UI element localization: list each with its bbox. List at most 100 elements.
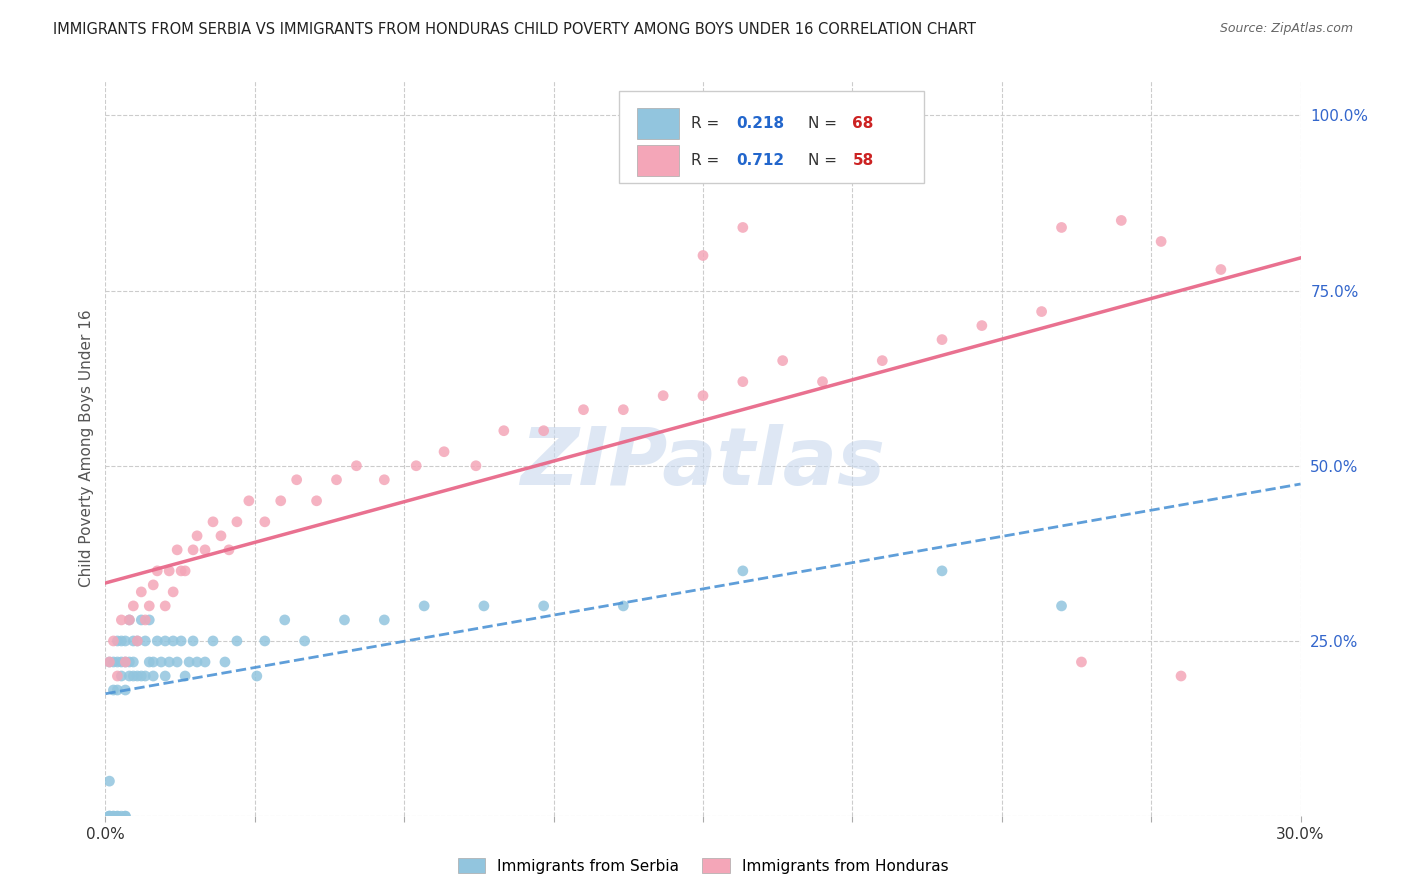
Point: [209, 529, 232, 543]
Point: [1031, 304, 1053, 318]
Point: [157, 655, 180, 669]
Point: [225, 634, 249, 648]
Point: [186, 655, 208, 669]
Point: [373, 473, 395, 487]
Point: [127, 634, 149, 648]
Text: R =: R =: [692, 116, 724, 131]
Point: [142, 669, 165, 683]
Point: [98, 809, 121, 823]
Point: [186, 529, 208, 543]
Point: [1209, 262, 1232, 277]
Point: [464, 458, 488, 473]
Point: [202, 634, 225, 648]
Point: [1170, 669, 1192, 683]
Point: [177, 655, 201, 669]
Point: [107, 634, 129, 648]
Point: [333, 613, 356, 627]
Point: [114, 634, 136, 648]
Point: [405, 458, 427, 473]
Legend: Immigrants from Serbia, Immigrants from Honduras: Immigrants from Serbia, Immigrants from …: [451, 852, 955, 880]
Point: [118, 613, 141, 627]
Point: [103, 683, 125, 698]
FancyBboxPatch shape: [637, 145, 679, 176]
FancyBboxPatch shape: [637, 108, 679, 139]
Point: [98, 809, 121, 823]
Point: [170, 564, 193, 578]
Point: [114, 809, 136, 823]
Point: [472, 599, 495, 613]
Point: [202, 515, 225, 529]
Y-axis label: Child Poverty Among Boys Under 16: Child Poverty Among Boys Under 16: [79, 310, 94, 587]
Text: 68: 68: [852, 116, 873, 131]
Point: [166, 542, 188, 557]
Point: [114, 655, 136, 669]
Point: [162, 585, 184, 599]
Point: [129, 669, 153, 683]
Point: [134, 669, 156, 683]
Point: [238, 493, 260, 508]
Point: [174, 564, 197, 578]
Point: [98, 655, 121, 669]
Point: [1050, 599, 1073, 613]
Point: [107, 655, 129, 669]
Point: [652, 389, 675, 403]
Point: [110, 634, 132, 648]
Point: [325, 473, 347, 487]
Point: [273, 613, 295, 627]
Point: [170, 634, 193, 648]
Point: [114, 809, 136, 823]
Point: [218, 542, 240, 557]
Point: [127, 669, 149, 683]
Point: [772, 353, 794, 368]
Point: [1111, 213, 1133, 227]
Point: [127, 634, 149, 648]
Point: [138, 655, 160, 669]
Point: [1070, 655, 1092, 669]
Text: Source: ZipAtlas.com: Source: ZipAtlas.com: [1219, 22, 1353, 36]
Point: [270, 493, 292, 508]
Point: [246, 669, 269, 683]
Point: [157, 564, 180, 578]
Point: [146, 634, 169, 648]
Point: [166, 655, 188, 669]
Point: [138, 599, 160, 613]
FancyBboxPatch shape: [619, 91, 924, 184]
Text: N =: N =: [808, 116, 842, 131]
Point: [146, 564, 169, 578]
Point: [107, 683, 129, 698]
Point: [572, 402, 595, 417]
Point: [142, 578, 165, 592]
Point: [153, 634, 177, 648]
Point: [98, 774, 121, 789]
Point: [114, 683, 136, 698]
Point: [118, 613, 141, 627]
Text: 0.712: 0.712: [737, 153, 785, 168]
Point: [533, 424, 555, 438]
Text: IMMIGRANTS FROM SERBIA VS IMMIGRANTS FROM HONDURAS CHILD POVERTY AMONG BOYS UNDE: IMMIGRANTS FROM SERBIA VS IMMIGRANTS FRO…: [53, 22, 976, 37]
Point: [872, 353, 894, 368]
Point: [612, 402, 634, 417]
Point: [731, 375, 754, 389]
Point: [692, 389, 714, 403]
Point: [305, 493, 328, 508]
Point: [107, 809, 129, 823]
Point: [194, 542, 217, 557]
Point: [110, 613, 132, 627]
Point: [433, 444, 456, 458]
Text: ZIPatlas: ZIPatlas: [520, 424, 886, 502]
Point: [107, 809, 129, 823]
Point: [153, 669, 177, 683]
Point: [103, 634, 125, 648]
Point: [373, 613, 395, 627]
Text: 58: 58: [852, 153, 873, 168]
Point: [142, 655, 165, 669]
Point: [692, 248, 714, 262]
Point: [122, 669, 145, 683]
Point: [118, 669, 141, 683]
Point: [118, 655, 141, 669]
Point: [970, 318, 993, 333]
Point: [110, 809, 132, 823]
Point: [225, 515, 249, 529]
Point: [162, 634, 184, 648]
Point: [931, 564, 953, 578]
